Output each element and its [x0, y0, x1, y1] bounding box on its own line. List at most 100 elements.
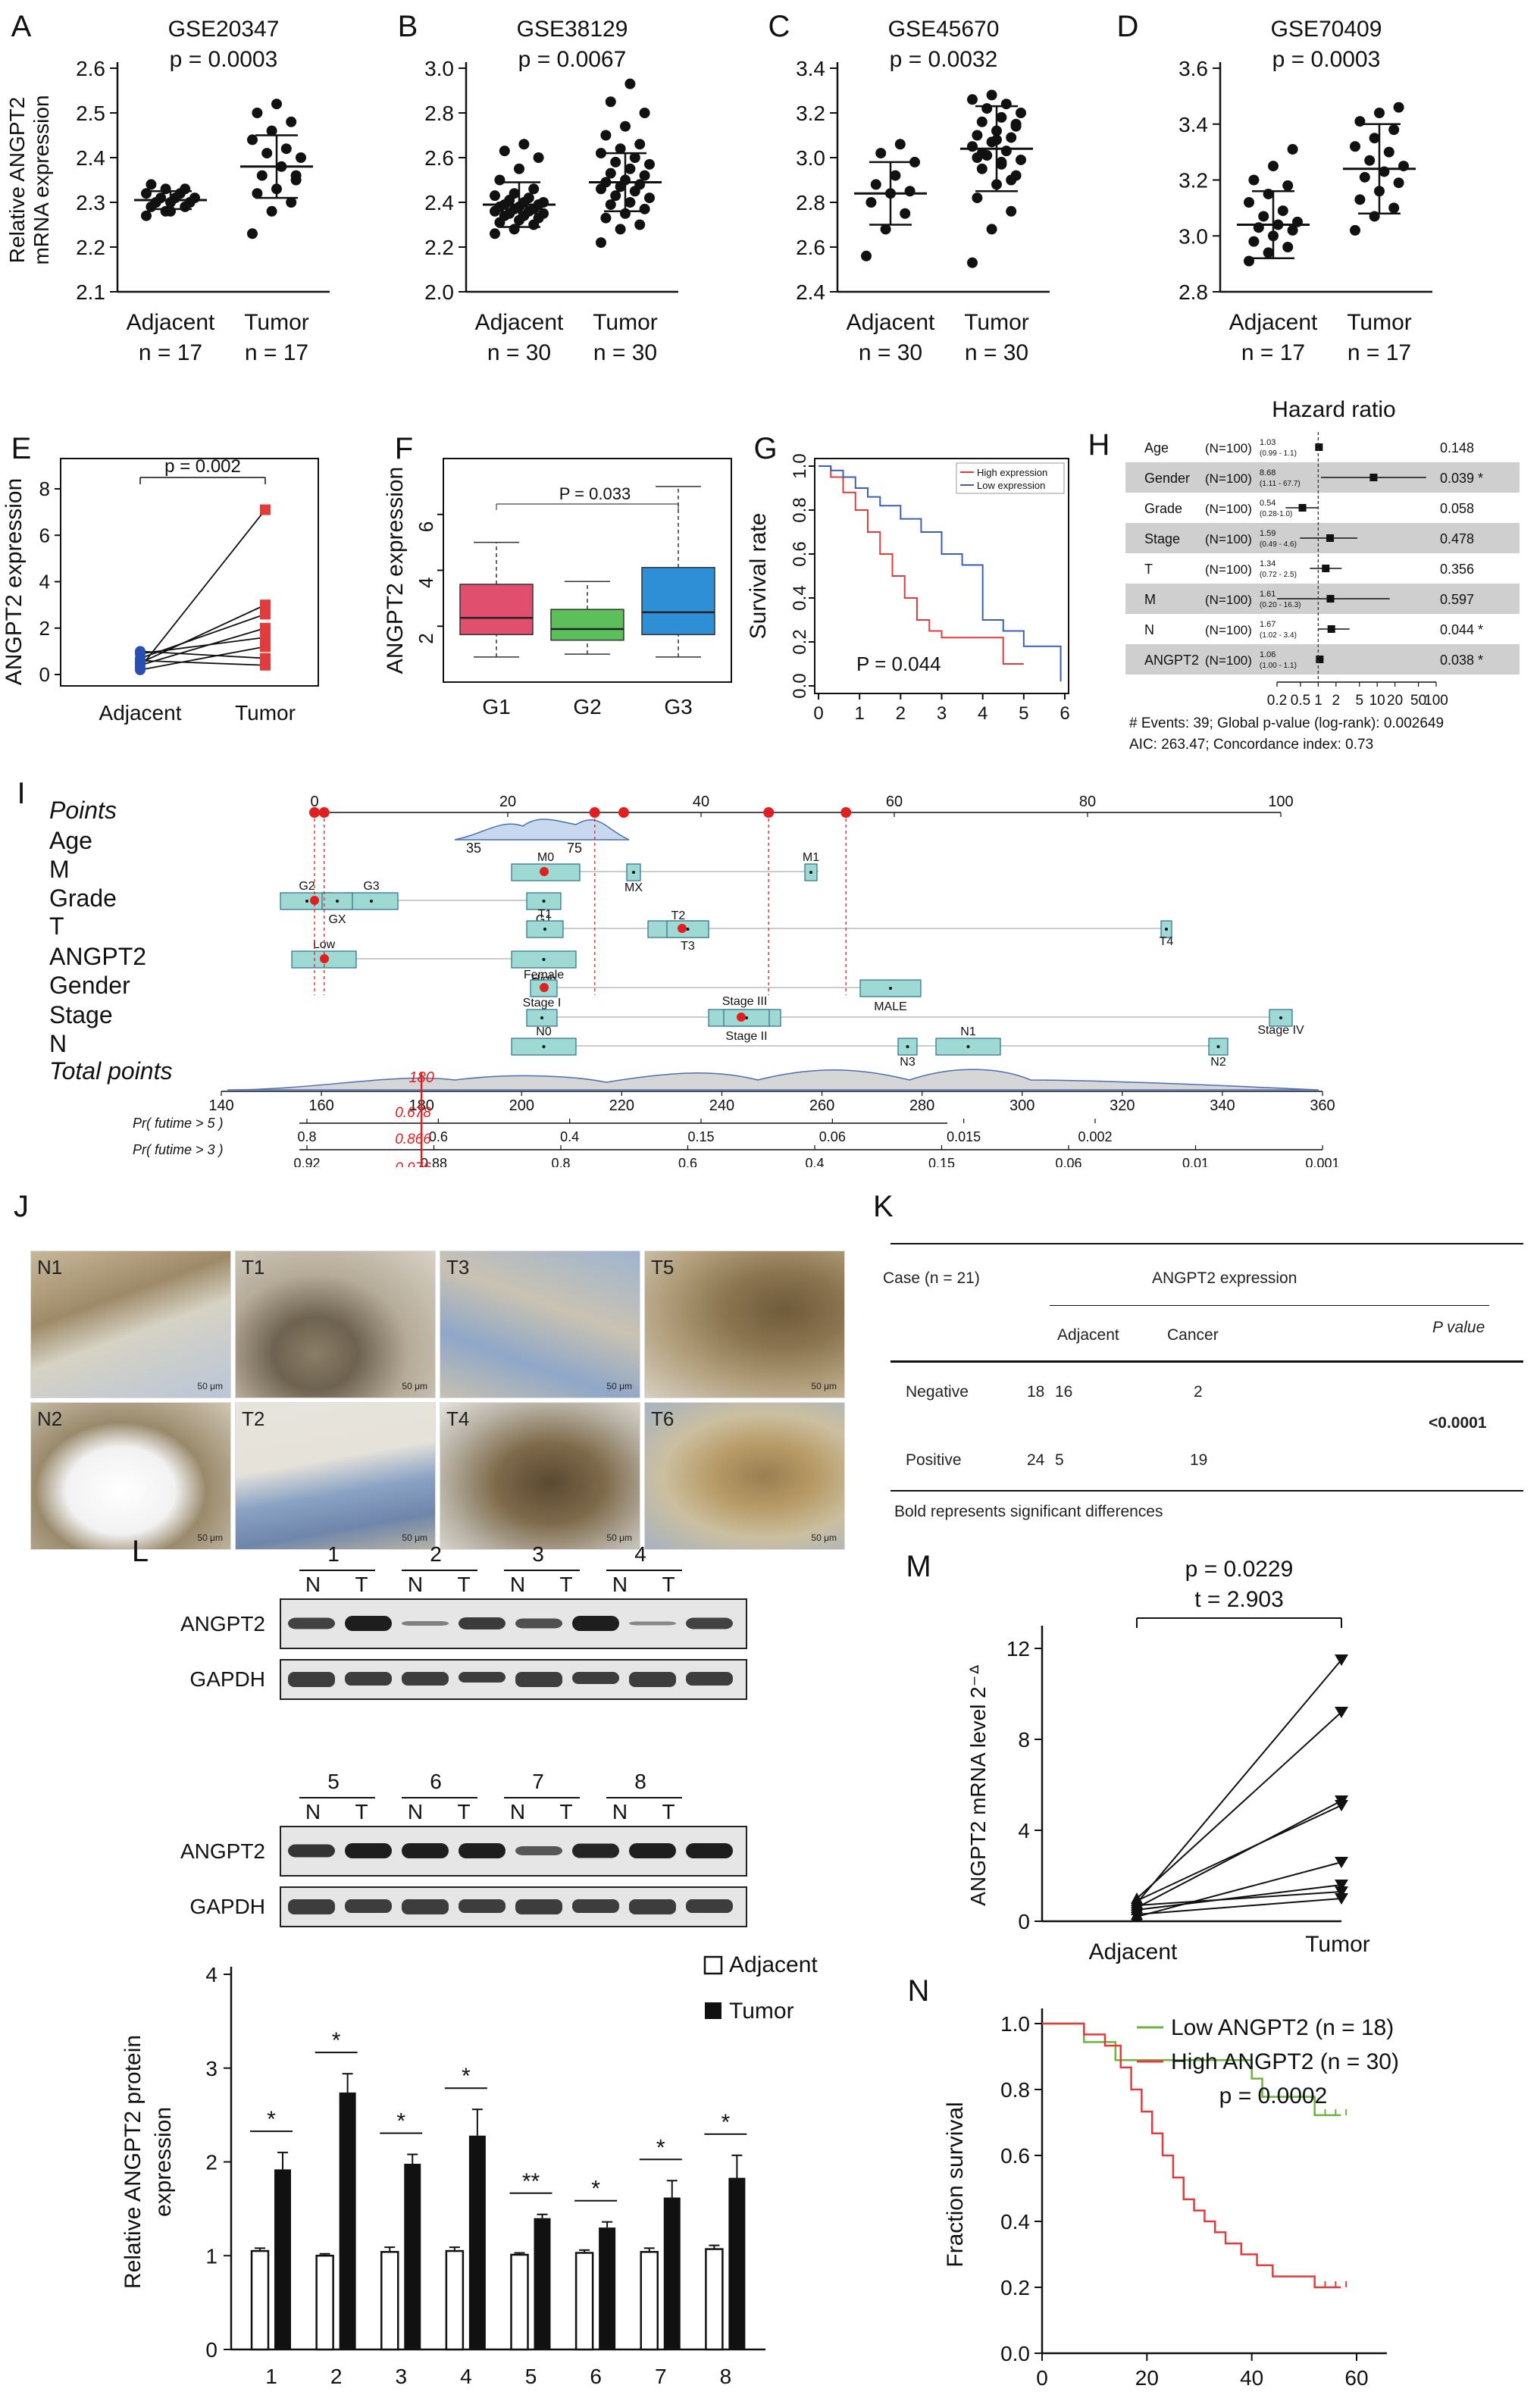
data-point [605, 96, 616, 108]
y-tick-label: 2.8 [424, 102, 454, 125]
data-point [624, 78, 636, 89]
forest-x-tick-label: 5 [1355, 693, 1363, 709]
blot-band-angpt2 [572, 1843, 619, 1858]
pair-line [1136, 1711, 1342, 1899]
forest-row-name: Stage [1144, 531, 1180, 546]
forest-row-ci: (0.49 - 4.6) [1260, 540, 1297, 549]
data-point [624, 197, 636, 208]
ihc-image-t1: T1 50 μm [235, 1251, 436, 1398]
pr-tick-label: 0.4 [560, 1129, 579, 1144]
data-point [615, 224, 626, 235]
tlevel-box-label: T3 [681, 940, 695, 953]
tumor-point [260, 641, 271, 653]
blot-band-gapdh [515, 1899, 562, 1914]
tumor-marker [1335, 1857, 1348, 1868]
scale-bar-label: 50 μm [197, 1532, 223, 1543]
blot-band-angpt2 [402, 1621, 449, 1626]
data-point [1006, 174, 1017, 186]
significance-mark: * [396, 2109, 405, 2134]
blot-band-gapdh [459, 1899, 506, 1913]
bar-adjacent [315, 2255, 334, 2351]
blot-band-gapdh [686, 1672, 733, 1686]
stage-level-box-label: Stage IV [1257, 1024, 1304, 1037]
grade-level-box-label: G2 [299, 880, 315, 893]
forest-row-hr: 1.61 [1260, 590, 1276, 599]
panel-letter: E [11, 432, 32, 465]
p-value-label: p = 0.0229 [1185, 1557, 1294, 1582]
x-tick-label: 3 [937, 703, 947, 724]
forest-row-n: (N=100) [1205, 532, 1252, 546]
pr-highlight-label: 0.976 [395, 1160, 431, 1167]
forest-row-ci: (0.72 - 2.5) [1260, 571, 1297, 579]
data-point [509, 188, 520, 199]
bar-tumor [534, 2218, 551, 2349]
significance-mark: * [591, 2177, 600, 2202]
data-point [1248, 236, 1260, 247]
pr-tick-label: 0.8 [551, 1156, 570, 1167]
blot-lane-number: 4 [634, 1542, 646, 1566]
table-sub-rule [1050, 1305, 1489, 1306]
blot-n-label: N [510, 1573, 525, 1596]
data-point [528, 183, 540, 195]
data-point [967, 141, 978, 152]
table-header-rule [891, 1360, 1523, 1363]
forest-row-n: (N=100) [1205, 471, 1252, 486]
gender-level-box-label: MALE [874, 1000, 907, 1013]
nomogram-row-label: T [49, 913, 64, 940]
y-tick-label: 0.4 [790, 585, 810, 610]
data-point [894, 139, 906, 150]
pr-tick-label: 0.6 [429, 1129, 448, 1144]
scale-bar-label: 50 μm [606, 1381, 632, 1391]
blot-n-label: N [305, 1800, 321, 1823]
nomogram-row-label: Gender [49, 972, 130, 999]
y-tick-label: 2.2 [76, 236, 105, 259]
x-group-label: Tumor [1305, 1932, 1370, 1957]
data-point [499, 146, 510, 157]
blot-band-angpt2 [686, 1843, 733, 1858]
data-point [141, 188, 152, 199]
n-level-box-label: N2 [1210, 1056, 1226, 1069]
pair-line [139, 659, 266, 666]
table-row-cancer: 19 [1190, 1451, 1208, 1469]
hr-marker [1327, 625, 1335, 633]
panel-letter: I [17, 777, 25, 810]
x-group-label: G3 [664, 695, 692, 718]
blot-t-label: T [355, 1800, 368, 1823]
ihc-image-t6: T6 50 μm [644, 1402, 845, 1550]
forest-title: Hazard ratio [1272, 397, 1395, 422]
data-point [1282, 242, 1294, 252]
points-tick-label: 20 [499, 794, 516, 810]
y-tick-label: 2.1 [76, 280, 105, 304]
data-point [976, 148, 988, 159]
hr-marker [1326, 534, 1335, 542]
ihc-image-label: T4 [446, 1407, 470, 1430]
data-point [1388, 124, 1400, 136]
table-header-cancer: Cancer [1167, 1326, 1219, 1344]
data-point [600, 212, 612, 224]
factor-marker [678, 924, 687, 933]
panel-letter: N [908, 1974, 930, 2008]
data-point [634, 139, 646, 150]
m-level-box-dot [809, 871, 812, 874]
pair-line [1136, 1659, 1342, 1904]
blot-t-label: T [355, 1573, 368, 1596]
y-tick-label: 3.4 [796, 57, 825, 80]
bar-y-axis-label: Relative ANGPT2 protein [121, 2035, 146, 2289]
data-point [1350, 141, 1360, 152]
y-tick-label: 2.4 [424, 191, 454, 214]
data-point [639, 203, 650, 214]
paired-chart-m: M 0 4 8 12 ANGPT2 mRNA level 2⁻ᐞ p = 0.0229 t =… [906, 1550, 1370, 1964]
blot-t-label: T [457, 1800, 470, 1823]
panel-b: B GSE38129 p = 0.0067 2.0 2.2 2.4 2.6 2.8 3.0 Adj… [387, 0, 758, 379]
total-tick-label: 220 [609, 1097, 634, 1114]
factor-marker [540, 983, 549, 992]
blot-band-angpt2 [515, 1846, 562, 1855]
data-point [1010, 118, 1022, 130]
pr-row-label: Pr( futime > 3 ) [133, 1142, 224, 1157]
ihc-image-label: T6 [651, 1407, 675, 1430]
data-point [605, 199, 616, 210]
ihc-table: Case (n = 21) ANGPT2 expression Adjacent… [864, 1190, 1531, 1539]
forest-row-ci: (0.20 - 16.3) [1260, 601, 1301, 609]
n-level-box-dot [966, 1045, 970, 1048]
